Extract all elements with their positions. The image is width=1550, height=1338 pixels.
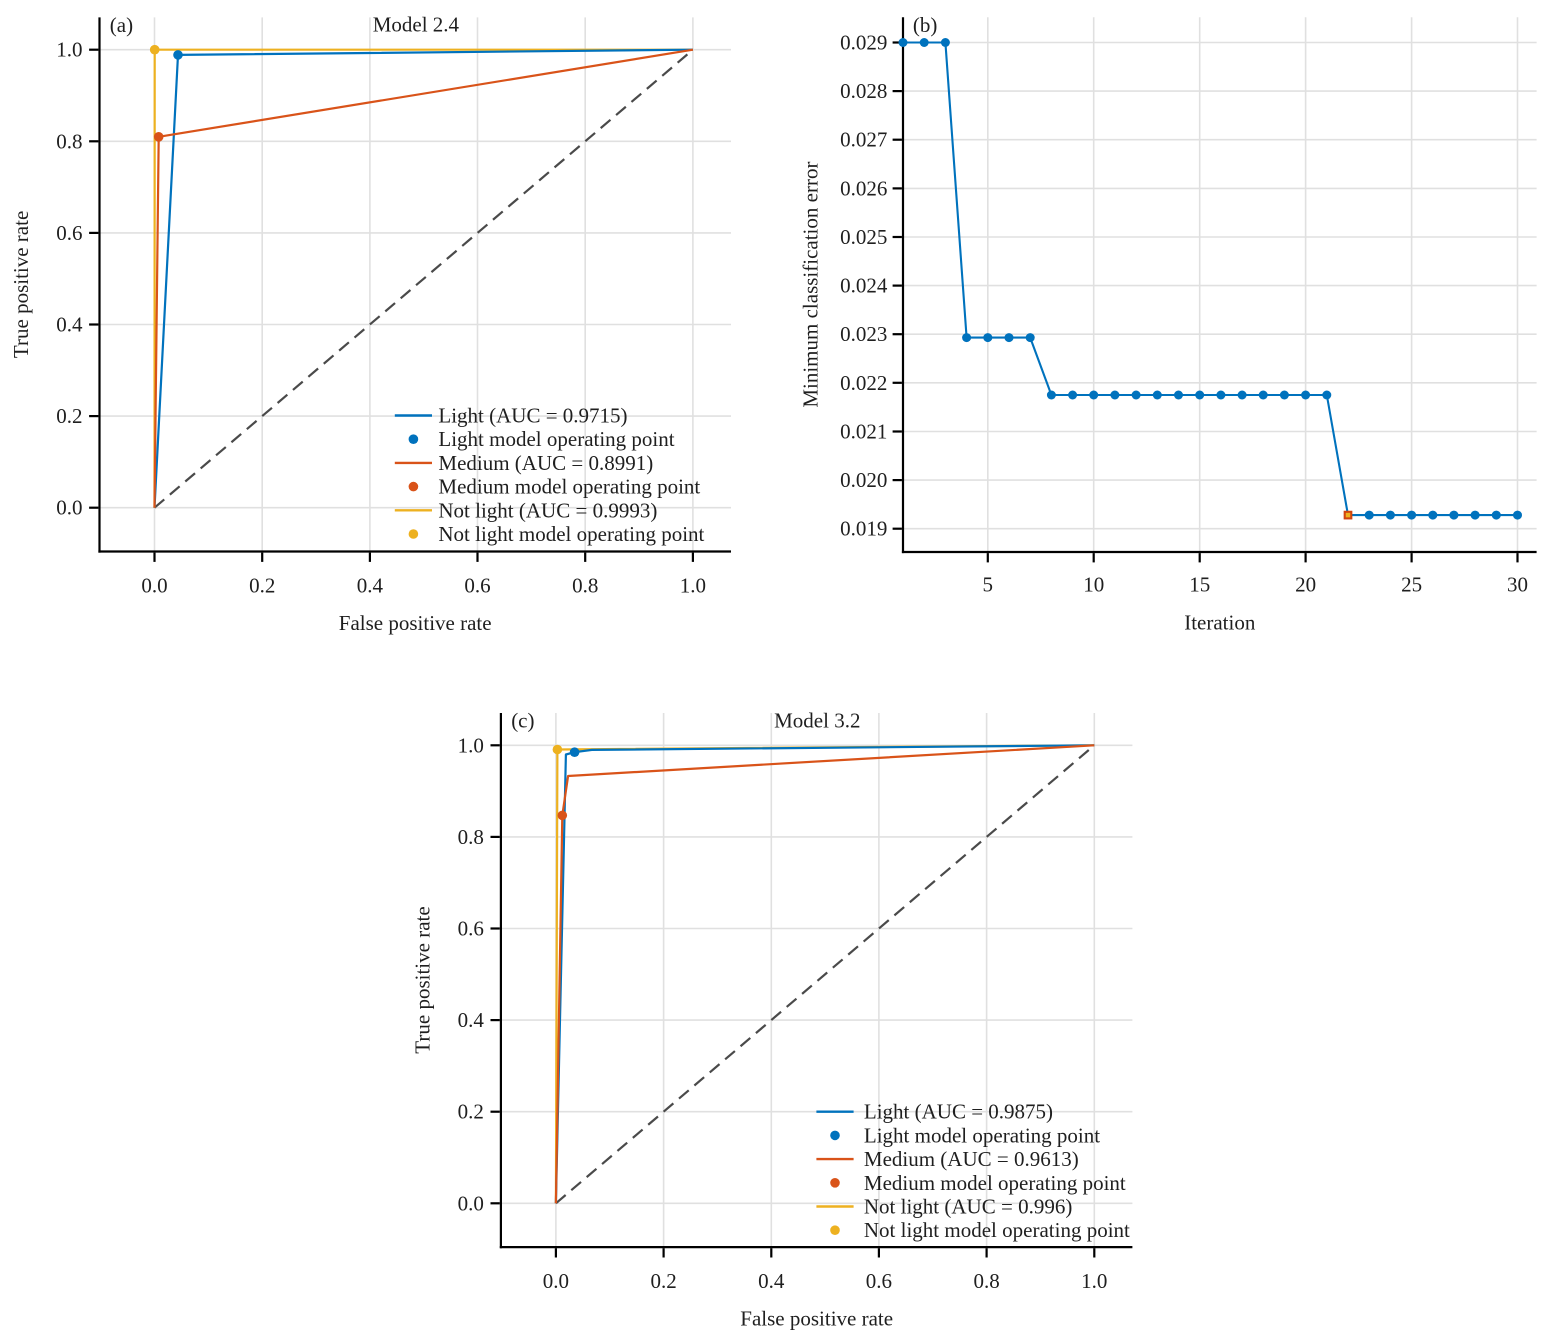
svg-text:Model 2.4: Model 2.4	[373, 13, 460, 37]
svg-text:Medium model operating point: Medium model operating point	[438, 475, 700, 499]
svg-text:0.026: 0.026	[840, 176, 887, 200]
svg-text:0.8: 0.8	[458, 825, 484, 849]
svg-text:0.025: 0.025	[840, 225, 887, 249]
svg-text:0.4: 0.4	[758, 1269, 785, 1293]
svg-text:15: 15	[1189, 572, 1210, 596]
svg-text:0.4: 0.4	[458, 1008, 485, 1032]
svg-text:Not light model operating poin: Not light model operating point	[438, 522, 704, 546]
svg-text:True positive rate: True positive rate	[9, 211, 33, 358]
svg-text:0.6: 0.6	[458, 917, 484, 941]
svg-text:Not light (AUC = 0.996): Not light (AUC = 0.996)	[864, 1195, 1072, 1219]
svg-text:0.0: 0.0	[56, 496, 82, 520]
svg-text:Light (AUC = 0.9715): Light (AUC = 0.9715)	[438, 404, 627, 428]
svg-text:0.2: 0.2	[650, 1269, 676, 1293]
svg-text:0.2: 0.2	[56, 404, 82, 428]
svg-text:0.2: 0.2	[249, 574, 275, 598]
svg-text:30: 30	[1507, 572, 1528, 596]
svg-text:5: 5	[983, 572, 994, 596]
svg-text:0.027: 0.027	[840, 128, 887, 152]
svg-text:(c): (c)	[511, 709, 534, 733]
svg-text:Model 3.2: Model 3.2	[774, 708, 860, 732]
svg-text:False positive rate: False positive rate	[339, 611, 492, 635]
svg-text:(b): (b)	[913, 13, 938, 37]
svg-text:20: 20	[1295, 572, 1316, 596]
svg-text:0.020: 0.020	[840, 468, 887, 492]
svg-text:0.0: 0.0	[141, 574, 167, 598]
svg-text:1.0: 1.0	[56, 38, 82, 62]
svg-text:0.6: 0.6	[56, 221, 82, 245]
svg-text:0.8: 0.8	[56, 129, 82, 153]
svg-text:Minimum classification error: Minimum classification error	[799, 162, 823, 408]
svg-text:Medium (AUC = 0.9613): Medium (AUC = 0.9613)	[864, 1147, 1079, 1171]
svg-text:True positive rate: True positive rate	[410, 906, 434, 1053]
svg-text:0.6: 0.6	[464, 574, 490, 598]
svg-text:Medium model operating point: Medium model operating point	[864, 1171, 1126, 1195]
svg-text:1.0: 1.0	[1081, 1269, 1107, 1293]
svg-text:0.4: 0.4	[357, 574, 384, 598]
svg-text:0.8: 0.8	[973, 1269, 999, 1293]
svg-text:Not light (AUC = 0.9993): Not light (AUC = 0.9993)	[438, 498, 657, 522]
svg-text:0.0: 0.0	[543, 1269, 569, 1293]
svg-text:0.029: 0.029	[840, 31, 887, 55]
svg-text:0.028: 0.028	[840, 79, 887, 103]
svg-text:1.0: 1.0	[458, 733, 484, 757]
svg-text:Light model operating point: Light model operating point	[438, 427, 674, 451]
svg-text:0.021: 0.021	[840, 420, 887, 444]
svg-text:Iteration: Iteration	[1184, 611, 1256, 635]
svg-text:Light (AUC = 0.9875): Light (AUC = 0.9875)	[864, 1100, 1053, 1124]
svg-text:1.0: 1.0	[680, 574, 706, 598]
svg-text:0.6: 0.6	[866, 1269, 892, 1293]
svg-text:10: 10	[1083, 572, 1104, 596]
svg-text:0.023: 0.023	[840, 322, 887, 346]
svg-text:(a): (a)	[110, 13, 133, 37]
svg-text:25: 25	[1401, 572, 1422, 596]
svg-text:Not light model operating poin: Not light model operating point	[864, 1218, 1130, 1242]
svg-text:0.4: 0.4	[56, 313, 83, 337]
svg-text:0.022: 0.022	[840, 371, 887, 395]
svg-text:0.0: 0.0	[458, 1191, 484, 1215]
svg-text:Medium (AUC = 0.8991): Medium (AUC = 0.8991)	[438, 451, 653, 475]
svg-text:0.2: 0.2	[458, 1100, 484, 1124]
svg-text:0.024: 0.024	[840, 274, 888, 298]
svg-text:False positive rate: False positive rate	[740, 1306, 893, 1330]
svg-text:0.8: 0.8	[572, 574, 598, 598]
svg-text:Light model operating point: Light model operating point	[864, 1123, 1100, 1147]
svg-text:0.019: 0.019	[840, 517, 887, 541]
